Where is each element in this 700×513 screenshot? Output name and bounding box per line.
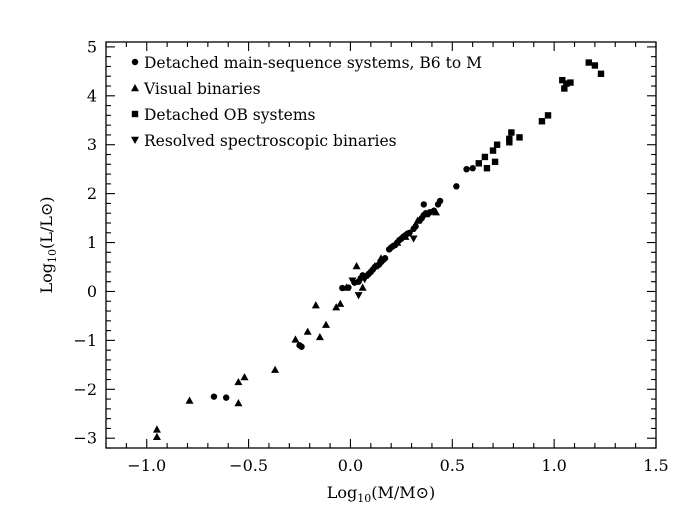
main-sequence-point [453,183,460,190]
ob-system-point [493,141,501,148]
main-sequence-point [463,165,470,173]
y-tick-label: 4 [87,86,97,105]
visual-binary-point [234,377,243,386]
main-sequence-point [296,342,303,349]
main-sequence-point [412,223,419,230]
x-tick-label: −1.0 [127,456,166,475]
axis-ticks [105,42,657,449]
visual-binary-point [352,262,361,270]
visual-binary-point [336,299,345,307]
visual-binary-point [303,327,312,335]
ob-system-point [483,165,491,172]
visual-binary-point [322,320,330,328]
ob-system-point [475,160,482,167]
square-marker-icon [131,110,139,118]
legend-label: Detached OB systems [144,106,316,124]
plot-frame [105,41,657,449]
main-sequence-point [222,394,230,401]
main-sequence-point [469,165,476,172]
ob-system-point [489,147,497,154]
spectroscopic-binary-point [354,292,363,300]
ob-system-point [544,112,552,119]
y-tick-label: 5 [87,37,97,56]
spectroscopic-binary-point [409,235,418,243]
legend-label: Resolved spectroscopic binaries [144,132,397,150]
ob-system-point [506,135,513,143]
ob-system-point [563,80,570,87]
y-tick-label: 0 [87,282,97,301]
visual-binary-point [152,425,161,433]
legend: Detached main-sequence systems, B6 to M V… [131,54,482,150]
visual-binary-point [271,365,280,373]
visual-binary-point [234,398,243,407]
ob-system-point [585,59,592,66]
visual-binary-point [342,283,351,291]
y-axis-title: Log10(L/L⊙) [37,196,59,293]
circle-marker-icon [131,58,139,66]
visual-binary-point [432,208,440,216]
main-sequence-point [210,393,218,400]
y-tick-label: 1 [87,233,97,252]
ob-system-point [506,139,513,146]
y-tick-label: −2 [73,380,97,399]
ob-system-point [516,134,523,141]
y-tick-label: −1 [73,331,97,350]
ob-system-point [597,70,605,77]
ob-system-point [538,118,546,125]
x-tick-label: 0.5 [440,456,465,475]
ob-system-point [561,85,568,92]
ob-system-point [559,76,566,84]
spectroscopic-binary-point [348,277,357,285]
spectroscopic-binary-point [377,259,385,268]
ob-system-point [481,153,489,161]
visual-binary-point [185,396,194,404]
visual-binary-point [332,303,341,311]
visual-binary-point [413,216,422,224]
main-sequence-point [420,201,427,208]
visual-binary-point [401,232,410,240]
x-axis-title: Log10(M/M⊙) [327,483,436,505]
legend-label: Detached main-sequence systems, B6 to M [144,54,482,72]
ob-system-point [567,79,574,86]
visual-binary-point [291,335,300,343]
visual-binary-point [152,432,161,440]
visual-binary-point [358,283,367,291]
triangle-down-marker-icon [131,136,139,144]
main-sequence-point [436,197,444,205]
x-tick-label: 1.5 [643,456,668,475]
ob-system-point [508,129,515,136]
data-markers [152,59,605,440]
ob-system-point [591,62,599,69]
legend-label: Visual binaries [143,80,261,98]
ob-system-point [491,158,499,166]
spectroscopic-binary-point [360,276,369,284]
visual-binary-point [240,373,249,381]
y-tick-label: 3 [87,135,97,154]
visual-binary-point [315,332,324,341]
y-tick-label: 2 [87,184,97,203]
triangle-up-marker-icon [131,84,139,92]
axis-tick-labels: −1.0 −0.5 0.0 0.5 1.0 1.5 −3 −2 −1 0 1 2 3 4 5 [73,37,668,475]
visual-binary-point [377,254,385,262]
x-tick-label: 0.0 [338,456,363,475]
y-tick-label: −3 [73,429,97,448]
x-tick-label: −0.5 [229,456,268,475]
visual-binary-point [370,262,379,270]
x-tick-label: 1.0 [541,456,566,475]
main-sequence-point [406,229,413,236]
visual-binary-point [311,301,320,309]
visual-binary-point [393,238,402,246]
